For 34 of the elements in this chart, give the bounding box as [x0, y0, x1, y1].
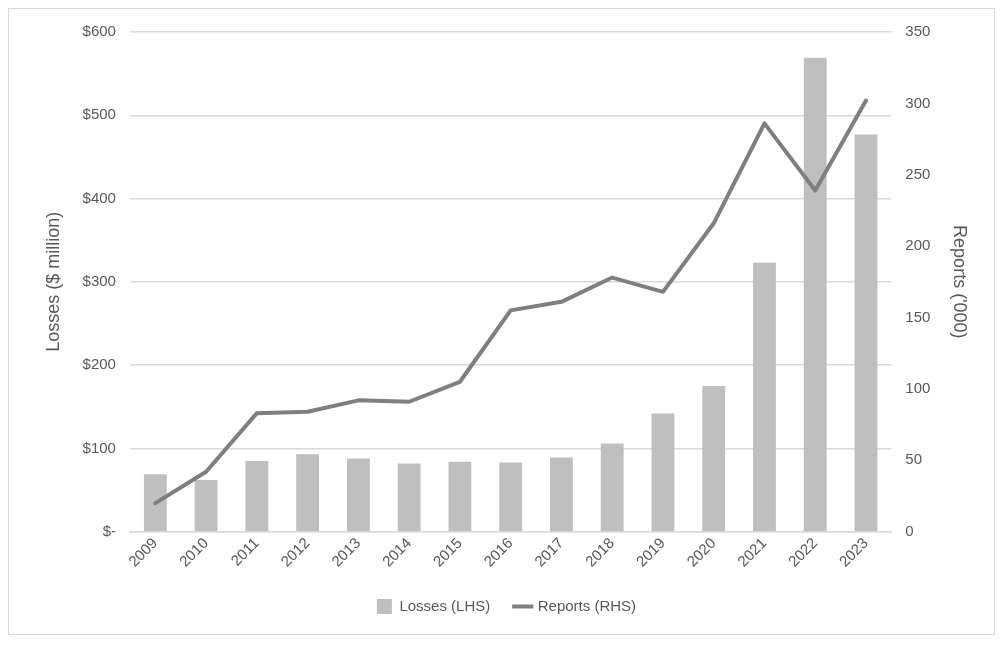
bar: [448, 461, 472, 531]
y-tick-label: $200: [82, 355, 116, 373]
y-tick-label: $500: [82, 105, 116, 123]
y2-axis-title: Reports ('000): [950, 225, 971, 339]
bar: [296, 454, 320, 531]
legend-label: Reports (RHS): [537, 596, 637, 614]
bar: [854, 134, 878, 531]
y-tick-label: $100: [82, 438, 116, 456]
y2-tick-label: 350: [905, 22, 931, 40]
bar: [499, 462, 523, 531]
bar: [702, 385, 726, 531]
bar: [550, 457, 573, 531]
y2-tick-label: 150: [905, 307, 931, 325]
bar: [397, 463, 421, 531]
y-tick-label: $600: [82, 22, 116, 40]
bar: [346, 458, 370, 531]
y2-tick-label: 100: [905, 379, 931, 397]
bar: [651, 413, 675, 531]
bar: [194, 480, 218, 531]
legend-label: Losses (LHS): [399, 596, 491, 614]
y2-tick-label: 50: [905, 450, 923, 468]
y2-tick-label: 200: [905, 236, 931, 254]
y-tick-label: $-: [102, 521, 116, 539]
y-tick-label: $400: [82, 188, 116, 206]
bar: [753, 262, 776, 531]
y2-tick-label: 300: [905, 93, 931, 111]
y2-tick-label: 0: [905, 521, 914, 539]
y2-tick-label: 250: [905, 164, 931, 182]
bar: [600, 443, 624, 531]
bar: [803, 57, 827, 531]
bar: [143, 474, 167, 531]
bar: [245, 460, 269, 531]
y-tick-label: $300: [82, 271, 116, 289]
y-axis-title: Losses ($ million): [42, 211, 63, 352]
